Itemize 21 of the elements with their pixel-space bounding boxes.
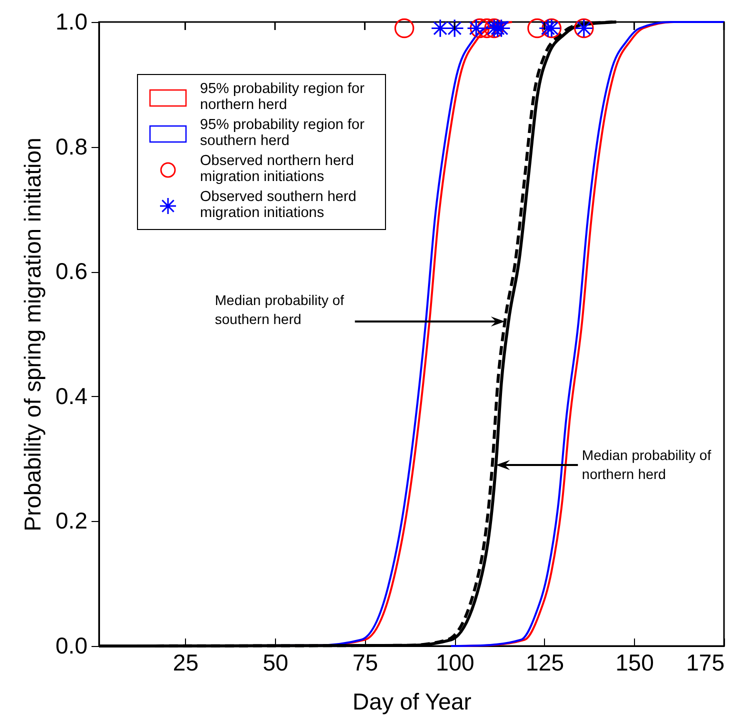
y-tick-label: 1.0 xyxy=(56,8,88,34)
y-tick-label: 0.0 xyxy=(56,632,88,658)
x-tick-label: 25 xyxy=(172,650,199,676)
y-axis-title: Probability of spring migration initiation xyxy=(20,138,46,532)
y-tick-label: 0.4 xyxy=(56,382,88,409)
x-tick-label: 125 xyxy=(526,650,564,676)
legend-label: Observed northern herd migration initiations xyxy=(200,153,355,185)
legend-label: 95% probability region for southern herd xyxy=(200,117,366,149)
annotation: Median probability of northern herd xyxy=(582,446,712,484)
x-axis-title: Day of Year xyxy=(352,688,472,714)
legend-label: 95% probability region for northern herd xyxy=(200,81,366,113)
x-tick-label: 150 xyxy=(616,650,654,676)
y-tick-label: 0.2 xyxy=(56,508,88,534)
y-tick-label: 0.8 xyxy=(56,133,88,160)
x-tick-label: 100 xyxy=(436,650,474,676)
legend-label: Observed southern herd migration initiations xyxy=(200,189,358,221)
x-tick-label: 175 xyxy=(686,650,724,676)
y-tick-label: 0.6 xyxy=(56,258,88,284)
x-tick-label: 50 xyxy=(262,650,288,676)
x-tick-label: 75 xyxy=(352,650,378,676)
annotation: Median probability of southern herd xyxy=(214,290,346,329)
